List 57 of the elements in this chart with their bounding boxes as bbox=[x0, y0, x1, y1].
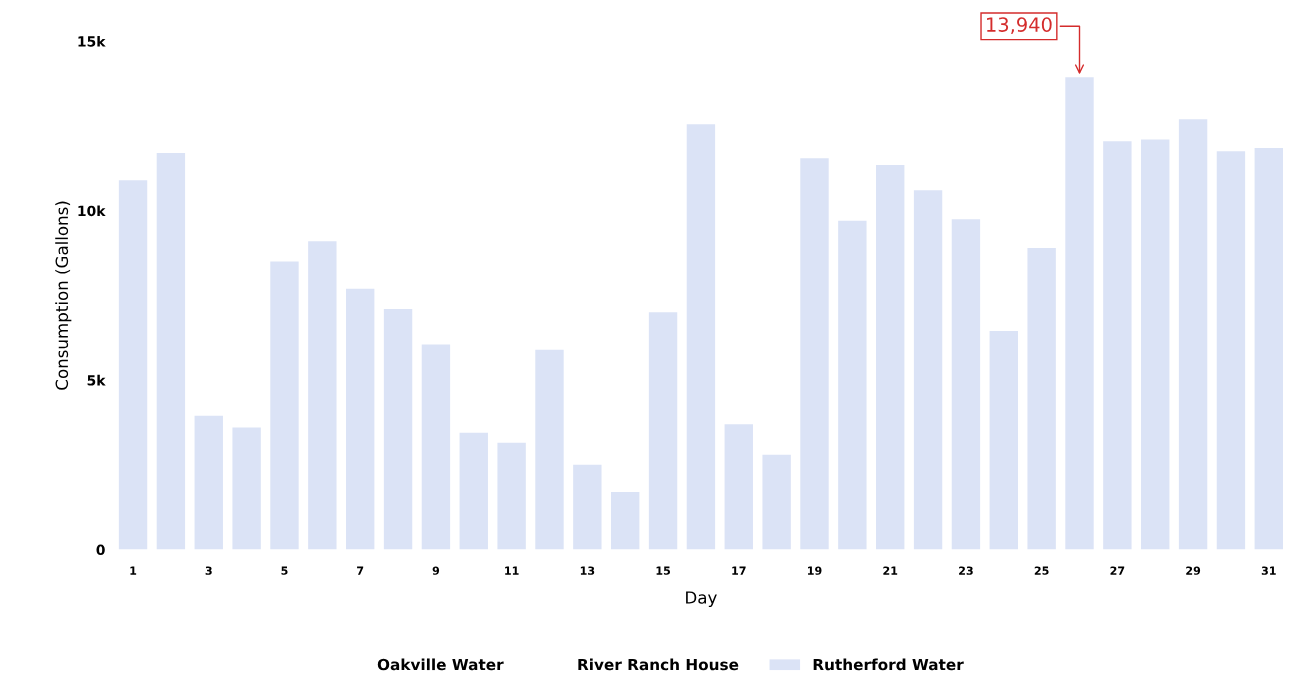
x-tick-label: 1 bbox=[130, 566, 137, 575]
y-axis-title: Consumption (Gallons) bbox=[55, 201, 72, 390]
bar bbox=[762, 454, 791, 550]
bar bbox=[838, 220, 867, 550]
bar bbox=[724, 424, 753, 550]
bar bbox=[686, 124, 716, 550]
bar bbox=[1141, 139, 1170, 550]
x-tick-label: 3 bbox=[205, 566, 212, 575]
x-tick-label: 15 bbox=[656, 566, 671, 575]
bar bbox=[308, 241, 337, 550]
y-tick-label: 5k bbox=[87, 374, 106, 386]
bar bbox=[156, 153, 186, 550]
data-label: 13,940 bbox=[987, 17, 1052, 34]
x-tick-label: 9 bbox=[432, 566, 440, 575]
x-tick-label: 25 bbox=[1034, 566, 1049, 575]
bar bbox=[800, 158, 829, 550]
bar bbox=[383, 308, 413, 550]
x-tick-label: 29 bbox=[1186, 566, 1201, 575]
bar bbox=[951, 219, 981, 550]
bar bbox=[913, 190, 943, 550]
y-tick-label: 10k bbox=[78, 205, 106, 217]
x-tick-label: 13 bbox=[580, 566, 595, 575]
x-tick-label: 7 bbox=[357, 566, 364, 575]
bar bbox=[876, 164, 905, 550]
bar bbox=[194, 415, 223, 550]
bar bbox=[118, 180, 148, 550]
bar bbox=[1065, 77, 1094, 550]
bar bbox=[1027, 247, 1056, 550]
x-tick-label: 5 bbox=[281, 566, 288, 575]
x-tick-label: 23 bbox=[959, 566, 973, 575]
bar bbox=[459, 432, 488, 550]
y-tick-label: 15k bbox=[78, 35, 106, 47]
x-tick-label: 11 bbox=[505, 566, 519, 575]
bar bbox=[989, 331, 1018, 550]
bar bbox=[1254, 147, 1283, 550]
bar bbox=[648, 312, 678, 550]
y-tick-label: 0 bbox=[96, 544, 105, 556]
x-tick-label: 19 bbox=[808, 566, 822, 575]
text: Oakville Water bbox=[377, 658, 504, 671]
bar bbox=[232, 427, 261, 550]
legend-label: Rutherford Water bbox=[813, 658, 964, 671]
bar bbox=[1216, 151, 1246, 550]
bar bbox=[535, 349, 564, 550]
bar bbox=[346, 288, 375, 550]
x-tick-label: 21 bbox=[883, 566, 898, 575]
x-axis-title: Day bbox=[686, 591, 717, 608]
bar bbox=[497, 442, 526, 550]
bar bbox=[421, 344, 451, 550]
bar bbox=[573, 464, 602, 550]
x-tick-label: 27 bbox=[1110, 566, 1125, 575]
bar bbox=[270, 261, 299, 550]
bar bbox=[1103, 141, 1132, 550]
text: River Ranch House bbox=[578, 658, 739, 671]
x-tick-label: 31 bbox=[1261, 566, 1276, 575]
x-tick-label: 17 bbox=[732, 566, 746, 575]
bar bbox=[611, 491, 640, 550]
bar bbox=[1178, 119, 1208, 550]
